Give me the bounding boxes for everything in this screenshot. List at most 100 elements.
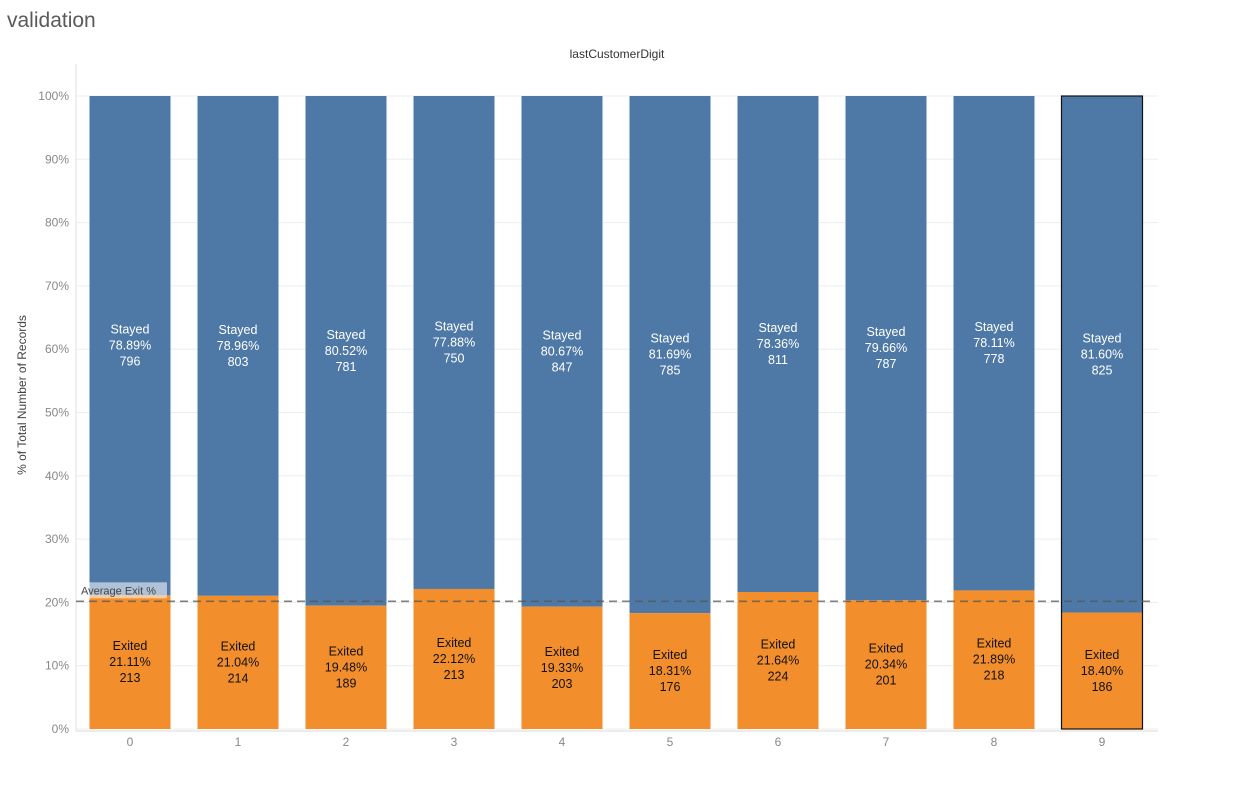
exited-label-5: Exited — [653, 648, 688, 662]
exited-label-3: Exited — [437, 636, 472, 650]
bar-stayed-5[interactable] — [629, 96, 711, 614]
y-tick-label: 90% — [45, 152, 69, 166]
exited-label-2: Exited — [329, 644, 364, 658]
x-tick-label-9: 9 — [1099, 735, 1106, 749]
bar-exited-9[interactable] — [1061, 612, 1143, 729]
stayed-count-5: 785 — [660, 364, 681, 378]
x-tick-label-2: 2 — [343, 735, 350, 749]
stayed-count-2: 781 — [336, 360, 357, 374]
y-tick-label: 20% — [45, 595, 69, 609]
stayed-count-8: 778 — [984, 352, 1005, 366]
exited-percent-8: 21.89% — [973, 653, 1015, 667]
sheet-title: validation — [7, 9, 96, 32]
stayed-label-6: Stayed — [759, 321, 798, 335]
stayed-count-6: 811 — [768, 353, 788, 367]
stayed-percent-2: 80.52% — [325, 344, 367, 358]
exited-percent-1: 21.04% — [217, 655, 259, 669]
y-tick-label: 100% — [38, 89, 69, 103]
y-tick-label: 10% — [45, 659, 69, 673]
exited-percent-0: 21.11% — [109, 655, 150, 669]
bar-exited-2[interactable] — [305, 605, 387, 729]
x-tick-label-3: 3 — [451, 735, 458, 749]
exited-count-2: 189 — [336, 676, 357, 690]
y-tick-label: 60% — [45, 342, 69, 356]
exited-label-8: Exited — [977, 637, 1012, 651]
y-tick-label: 50% — [45, 406, 69, 420]
exited-percent-7: 20.34% — [865, 658, 907, 672]
x-tick-label-0: 0 — [127, 735, 134, 749]
y-tick-label: 70% — [45, 279, 69, 293]
stayed-percent-9: 81.60% — [1081, 347, 1123, 361]
y-tick-label: 80% — [45, 216, 69, 230]
exited-label-4: Exited — [545, 645, 580, 659]
exited-count-9: 186 — [1092, 680, 1113, 694]
exited-label-6: Exited — [761, 638, 796, 652]
stayed-count-4: 847 — [552, 360, 573, 374]
bar-stayed-7[interactable] — [845, 96, 927, 601]
stayed-count-1: 803 — [228, 355, 249, 369]
bar-exited-8[interactable] — [953, 590, 1035, 729]
exited-percent-3: 22.12% — [433, 652, 475, 666]
stayed-label-2: Stayed — [327, 328, 366, 342]
exited-percent-9: 18.40% — [1081, 664, 1123, 678]
exited-count-4: 203 — [552, 677, 573, 691]
stayed-label-3: Stayed — [435, 319, 474, 333]
bar-stayed-9[interactable] — [1061, 96, 1143, 613]
exited-percent-4: 19.33% — [541, 661, 583, 675]
y-tick-label: 40% — [45, 469, 69, 483]
highlighted-bar-outline — [1060, 95, 1144, 730]
stayed-percent-7: 79.66% — [865, 341, 907, 355]
bar-exited-7[interactable] — [845, 600, 927, 729]
stayed-percent-1: 78.96% — [217, 339, 259, 353]
bar-exited-0[interactable] — [89, 595, 171, 729]
stayed-percent-5: 81.69% — [649, 348, 691, 362]
exited-count-0: 213 — [120, 671, 141, 685]
stayed-label-4: Stayed — [543, 328, 582, 342]
bar-exited-4[interactable] — [521, 606, 603, 729]
stayed-percent-6: 78.36% — [757, 337, 799, 351]
bar-exited-1[interactable] — [197, 595, 279, 729]
column-header: lastCustomerDigit — [569, 47, 665, 61]
x-tick-label-5: 5 — [667, 735, 674, 749]
bar-stayed-2[interactable] — [305, 96, 387, 606]
stayed-label-9: Stayed — [1083, 331, 1122, 345]
x-tick-label-4: 4 — [559, 735, 566, 749]
exited-label-1: Exited — [221, 639, 256, 653]
bar-stayed-6[interactable] — [737, 96, 819, 593]
y-tick-label: 0% — [52, 722, 70, 736]
bar-stayed-3[interactable] — [413, 96, 495, 589]
exited-count-5: 176 — [660, 680, 681, 694]
exited-label-9: Exited — [1085, 648, 1120, 662]
exited-count-8: 218 — [984, 669, 1005, 683]
bar-exited-6[interactable] — [737, 592, 819, 729]
exited-label-0: Exited — [113, 639, 148, 653]
exited-percent-6: 21.64% — [757, 654, 799, 668]
exited-label-7: Exited — [869, 642, 904, 656]
x-tick-label-1: 1 — [235, 735, 242, 749]
bar-stayed-8[interactable] — [953, 96, 1035, 591]
y-tick-label: 30% — [45, 532, 69, 546]
x-tick-label-6: 6 — [775, 735, 782, 749]
stayed-label-5: Stayed — [651, 332, 690, 346]
x-tick-label-7: 7 — [883, 735, 890, 749]
stayed-label-1: Stayed — [219, 323, 258, 337]
stayed-label-7: Stayed — [867, 325, 906, 339]
bar-stayed-0[interactable] — [89, 96, 171, 596]
reference-line-label: Average Exit % — [81, 585, 156, 597]
exited-count-1: 214 — [228, 671, 249, 685]
stayed-percent-8: 78.11% — [973, 336, 1014, 350]
stayed-count-7: 787 — [876, 357, 897, 371]
stayed-percent-0: 78.89% — [109, 339, 151, 353]
bar-stayed-4[interactable] — [521, 96, 603, 607]
stayed-count-3: 750 — [444, 351, 465, 365]
exited-percent-2: 19.48% — [325, 660, 367, 674]
reference-line-label-bg — [77, 582, 167, 599]
exited-count-7: 201 — [876, 674, 897, 688]
x-tick-label-8: 8 — [991, 735, 998, 749]
stayed-label-8: Stayed — [975, 320, 1014, 334]
bar-stayed-1[interactable] — [197, 96, 279, 596]
stayed-count-9: 825 — [1092, 363, 1113, 377]
bar-exited-3[interactable] — [413, 588, 495, 729]
bar-exited-5[interactable] — [629, 613, 711, 729]
